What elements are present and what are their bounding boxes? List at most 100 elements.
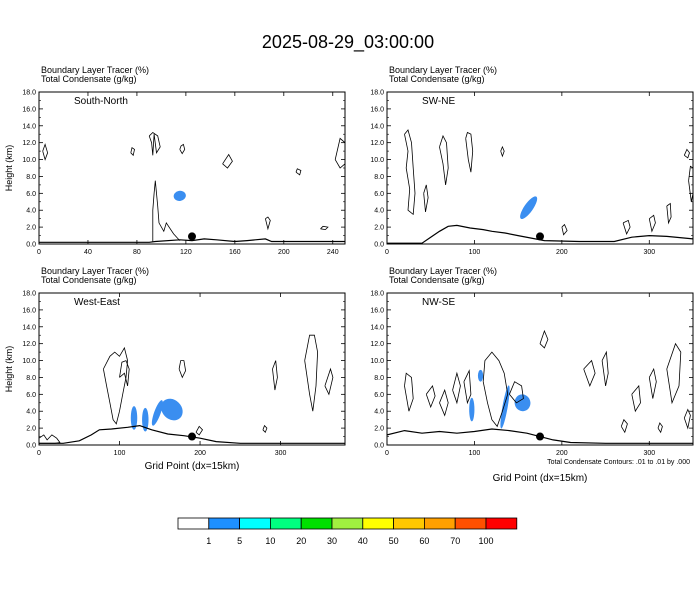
y-tick-label: 4.0: [26, 409, 36, 416]
colorbar-label: 70: [450, 536, 460, 546]
x-tick-label: 0: [385, 249, 389, 256]
y-tick-label: 2.0: [374, 225, 384, 232]
condensate-contour: [423, 184, 429, 212]
condensate-contour: [334, 137, 345, 169]
panel-label-tracer: Boundary Layer Tracer (%): [41, 266, 149, 276]
panel-inset-label: West-East: [74, 297, 120, 308]
panel-south-north: Boundary Layer Tracer (%)Total Condensat…: [4, 65, 346, 256]
condensate-contour: [648, 214, 656, 233]
tracer-shading: [469, 397, 475, 422]
colorbar-swatch: [208, 517, 241, 530]
condensate-contour: [688, 165, 693, 202]
x-tick-label: 200: [194, 450, 206, 457]
panel-frame: [38, 91, 346, 245]
condensate-contour: [666, 202, 672, 225]
panel-inset-label: NW-SE: [422, 297, 455, 308]
colorbar-swatch: [239, 517, 271, 530]
condensate-contour: [222, 153, 233, 169]
condensate-contour: [657, 422, 663, 434]
y-tick-label: 8.0: [374, 174, 384, 181]
y-tick-label: 6.0: [26, 392, 36, 399]
condensate-contour: [265, 216, 271, 231]
panel-label-tracer: Boundary Layer Tracer (%): [389, 65, 497, 75]
terrain-line: [39, 424, 345, 444]
colorbar-swatch: [300, 517, 333, 530]
terrain-line: [39, 238, 345, 243]
y-tick-label: 14.0: [22, 324, 36, 331]
x-tick-label: 300: [643, 249, 655, 256]
colorbar-swatch: [269, 517, 302, 530]
panel-plot-area: [387, 329, 693, 444]
x-tick-label: 40: [84, 249, 92, 256]
colorbar-swatch: [362, 517, 394, 530]
x-tick-label: 100: [114, 450, 126, 457]
x-tick-label: 80: [133, 249, 141, 256]
y-tick-label: 2.0: [26, 426, 36, 433]
condensate-contour: [500, 145, 505, 158]
y-tick-label: 14.0: [370, 123, 384, 130]
y-tick-label: 14.0: [370, 324, 384, 331]
y-axis-label: Height (km): [4, 346, 14, 393]
y-tick-label: 18.0: [370, 291, 384, 298]
colorbar-label: 20: [296, 536, 306, 546]
panel-inset-label: South-North: [74, 96, 128, 107]
condensate-contour: [683, 408, 691, 430]
y-tick-label: 14.0: [22, 123, 36, 130]
condensate-contour: [583, 359, 596, 388]
location-marker: [536, 232, 544, 241]
condensate-contour: [320, 225, 329, 231]
colorbar-swatch: [454, 517, 487, 530]
y-tick-label: 16.0: [22, 106, 36, 113]
condensate-contour: [103, 346, 129, 425]
y-tick-label: 4.0: [374, 409, 384, 416]
panel-label-condensate: Total Condensate (g/kg): [41, 275, 137, 285]
condensate-contour: [465, 131, 474, 173]
y-tick-label: 10.0: [370, 358, 384, 365]
panel-plot-area: [39, 334, 345, 444]
y-tick-label: 10.0: [22, 157, 36, 164]
panel-nw-se: Boundary Layer Tracer (%)Total Condensat…: [370, 266, 694, 484]
y-tick-label: 6.0: [26, 191, 36, 198]
condensate-contour: [622, 219, 631, 235]
panel-label-tracer: Boundary Layer Tracer (%): [41, 65, 149, 75]
colorbar-label: 50: [389, 536, 399, 546]
condensate-contour: [509, 381, 524, 404]
condensate-contour: [195, 425, 204, 436]
panel-label-condensate: Total Condensate (g/kg): [41, 74, 137, 84]
y-tick-label: 16.0: [370, 307, 384, 314]
panel-frame: [386, 91, 694, 245]
terrain-line: [387, 224, 693, 244]
condensate-contour: [178, 360, 187, 379]
y-tick-label: 18.0: [22, 291, 36, 298]
tracer-shading: [142, 407, 149, 432]
y-tick-label: 12.0: [22, 140, 36, 147]
panel-label-tracer: Boundary Layer Tracer (%): [389, 266, 497, 276]
y-tick-label: 16.0: [22, 307, 36, 314]
y-tick-label: 10.0: [370, 157, 384, 164]
y-tick-label: 2.0: [374, 426, 384, 433]
colorbar-swatch: [485, 517, 518, 530]
x-tick-label: 120: [180, 249, 192, 256]
condensate-contour: [272, 360, 278, 391]
y-tick-label: 18.0: [22, 90, 36, 97]
condensate-contour: [179, 143, 186, 155]
x-tick-label: 240: [327, 249, 339, 256]
condensate-contour: [666, 342, 682, 405]
y-tick-label: 8.0: [26, 174, 36, 181]
condensate-contour: [152, 180, 181, 242]
panel-label-condensate: Total Condensate (g/kg): [389, 74, 485, 84]
y-tick-label: 12.0: [22, 341, 36, 348]
panel-plot-area: [39, 131, 345, 243]
y-tick-label: 4.0: [26, 208, 36, 215]
x-tick-label: 200: [556, 450, 568, 457]
condensate-contour: [561, 223, 568, 236]
y-tick-label: 10.0: [22, 358, 36, 365]
colorbar-label: 30: [327, 536, 337, 546]
y-tick-label: 0.0: [374, 443, 384, 450]
figure-title: 2025-08-29_03:00:00: [262, 32, 434, 53]
panel-label-condensate: Total Condensate (g/kg): [389, 275, 485, 285]
x-tick-label: 0: [385, 450, 389, 457]
condensate-contour: [452, 371, 461, 405]
y-tick-label: 12.0: [370, 140, 384, 147]
